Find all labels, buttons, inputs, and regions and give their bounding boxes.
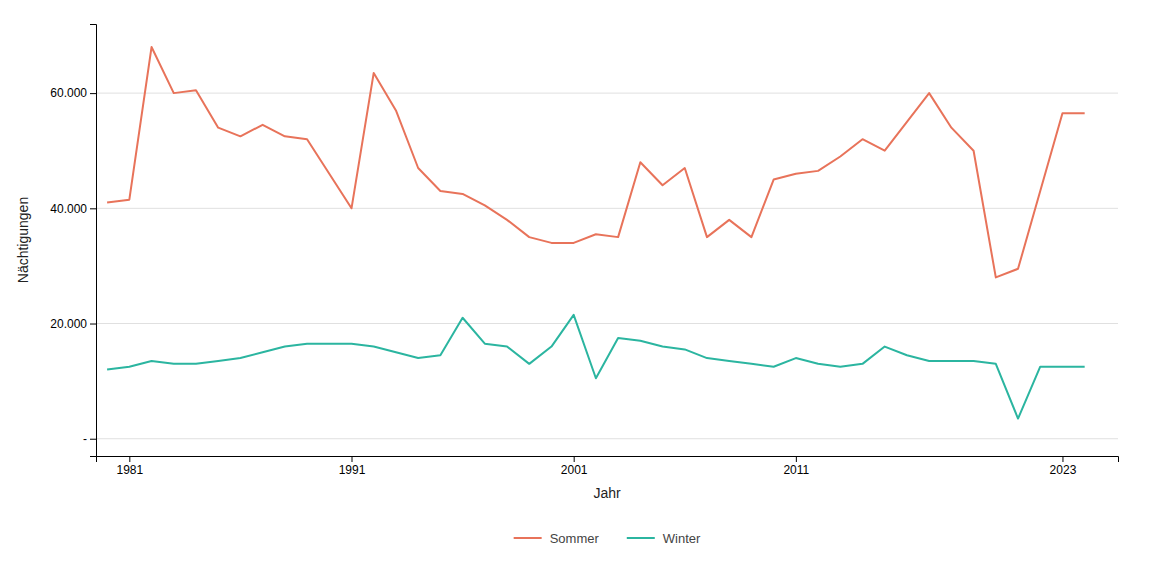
y-axis-title: Nächtigungen [15,197,31,283]
x-tick-label: 2001 [561,463,588,477]
x-tick-mark [129,456,130,462]
y-axis-line [90,25,97,457]
y-tick: 40.000 [50,202,96,216]
x-tick: 1981 [116,456,143,477]
grid [96,93,1118,439]
legend-label: Winter [663,531,701,546]
grid-line [96,208,1118,209]
y-tick-label: 20.000 [50,317,87,331]
x-tick-label: 2011 [783,463,809,477]
grid-line [96,323,1118,324]
legend-item: Sommer [514,531,600,546]
y-tick-mark [90,439,96,440]
legend: Sommer Winter [514,531,701,546]
y-tick-label: 60.000 [50,86,87,100]
x-tick-mark [352,456,353,462]
x-tick-label: 1991 [339,463,366,477]
x-tick-label: 2023 [1050,463,1077,477]
x-tick-label: 1981 [116,463,143,477]
x-tick: 2001 [561,456,588,477]
legend-label: Sommer [550,531,600,546]
y-tick-mark [90,324,96,325]
y-tick: 20.000 [50,317,96,331]
y-tick-mark [90,93,96,94]
x-tick: 1991 [339,456,366,477]
y-tick-label: - [83,432,87,446]
x-tick-mark [796,456,797,462]
grid-line [96,93,1118,94]
y-axis: - 20.000 40.000 60.000 [50,25,96,457]
chart-container: 1981 1991 2001 2011 2023 - 20.000 40.000 60.000 J… [0,0,1152,576]
legend-item: Winter [627,531,701,546]
lines [107,47,1085,419]
x-tick-mark [1062,456,1063,462]
y-tick: 60.000 [50,86,96,100]
y-tick-label: 40.000 [50,202,87,216]
series-line [107,315,1085,419]
legend-swatch [627,537,655,539]
x-tick-mark [574,456,575,462]
x-axis-line [97,457,1119,463]
x-axis-title: Jahr [593,485,621,501]
chart-svg: 1981 1991 2001 2011 2023 - 20.000 40.000 60.000 J… [0,0,1152,576]
x-axis: 1981 1991 2001 2011 2023 [97,456,1119,477]
y-tick: - [83,432,96,446]
x-tick: 2023 [1050,456,1077,477]
plot-area: 1981 1991 2001 2011 2023 - 20.000 40.000 60.000 J… [15,25,1119,502]
series-line [107,47,1085,277]
y-tick-mark [90,208,96,209]
grid-line [96,438,1118,439]
x-tick: 2011 [783,456,809,477]
legend-swatch [514,537,542,539]
